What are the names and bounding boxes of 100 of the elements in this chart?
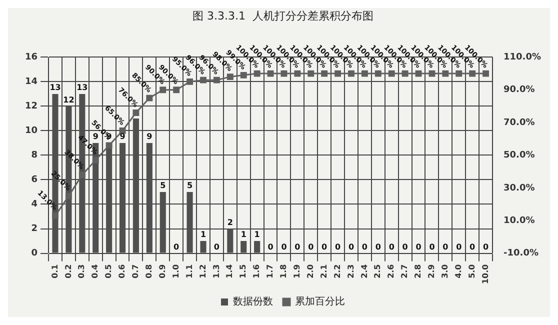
x-tick-label: 10.0 (480, 264, 490, 284)
point (348, 70, 354, 77)
y-tick-label: 6 (31, 175, 38, 186)
data-label: 0 (335, 242, 341, 252)
data-label: 0 (388, 242, 395, 252)
point (226, 74, 234, 80)
x-tick-label: 0.6 (118, 264, 127, 278)
point (308, 70, 314, 77)
x-tick-label: 2.9 (427, 264, 436, 278)
point (240, 72, 247, 78)
legend-label: 累加百分比 (295, 296, 345, 308)
point (334, 70, 342, 77)
data-label: 13 (50, 83, 61, 92)
point (482, 70, 490, 77)
x-tick-label: 1.6 (252, 264, 262, 278)
data-label: 0 (268, 242, 274, 252)
x-tick-label: 1.2 (198, 264, 208, 278)
point (146, 94, 153, 102)
point (213, 76, 220, 84)
point (106, 142, 112, 149)
y2-tick-label: -10.0% (504, 248, 538, 259)
x-tick-label: 2.8 (414, 264, 423, 278)
data-label: 0 (281, 242, 288, 252)
x-tick-label: 1.1 (184, 264, 194, 278)
y-tick-label: 12 (24, 102, 38, 112)
data-label: 0 (375, 242, 382, 252)
data-label: 0 (470, 242, 476, 252)
y2-tick-label: 50.0% (504, 150, 535, 161)
point (160, 86, 166, 94)
data-label: 0 (308, 242, 314, 252)
x-tick-label: 0.7 (131, 264, 140, 278)
x-tick-label: 2.7 (400, 264, 410, 278)
y-tick-label: 16 (24, 52, 38, 63)
data-label: 0 (456, 242, 462, 252)
y-tick-label: 10 (24, 126, 38, 136)
y2-tick-label: 30.0% (504, 183, 535, 194)
data-label: 9 (120, 132, 126, 142)
point (402, 70, 408, 77)
point (200, 76, 206, 84)
data-label: 0 (402, 242, 408, 252)
data-label: 0 (294, 242, 301, 252)
x-tick-label: 0.2 (64, 264, 73, 278)
y-tick-label: 8 (31, 150, 38, 161)
x-tick-label: 0.5 (104, 264, 114, 278)
point (254, 70, 260, 77)
x-tick-label: 2.3 (346, 264, 356, 278)
data-label: 5 (187, 181, 194, 190)
y2-tick-label: 90.0% (504, 85, 535, 96)
point (442, 70, 449, 77)
x-tick-label: 1.3 (212, 264, 221, 278)
y-tick-label: 2 (31, 224, 38, 234)
point (52, 212, 58, 219)
point (267, 70, 274, 77)
point (374, 70, 382, 77)
chart-title: 图 3.3.3.1 人机打分分差累积分布图 (192, 9, 374, 22)
data-label: 1 (200, 230, 206, 240)
data-label: 0 (483, 242, 489, 252)
y2-tick-label: 70.0% (504, 118, 535, 128)
x-tick-label: 2.1 (319, 264, 328, 278)
point (321, 70, 328, 77)
point (388, 70, 395, 77)
y2-tick-label: 110.0% (504, 52, 542, 63)
x-tick-label: 1.8 (279, 264, 288, 278)
y-tick-label: 14 (24, 77, 38, 88)
point (294, 70, 301, 77)
x-tick-label: 0.1 (50, 264, 60, 278)
x-tick-label: 2.5 (373, 264, 382, 278)
x-tick-label: 2.6 (386, 264, 396, 278)
x-tick-label: 0.3 (77, 264, 86, 278)
point (92, 156, 99, 164)
x-tick-label: 1.4 (225, 264, 234, 278)
x-tick-label: 2.0 (306, 264, 315, 278)
data-label: 0 (429, 242, 436, 252)
data-label: 0 (362, 242, 368, 252)
y-tick-label: 0 (31, 248, 38, 259)
x-tick-label: 4.0 (454, 264, 463, 278)
x-tick-label: 0.9 (158, 264, 167, 278)
y2-tick-label: 10.0% (504, 216, 535, 226)
data-label: 13 (76, 83, 88, 92)
point (361, 70, 368, 77)
point (132, 110, 140, 116)
point (469, 70, 476, 77)
data-label: 0 (174, 242, 180, 252)
data-label: 5 (160, 181, 166, 190)
x-tick-label: 1.0 (171, 264, 180, 278)
data-label: 2 (227, 218, 233, 227)
x-tick-label: 0.4 (90, 264, 100, 278)
x-tick-label: 2.2 (332, 264, 342, 278)
data-label: 0 (348, 242, 354, 252)
point (280, 70, 288, 77)
point (428, 70, 436, 77)
point (65, 192, 72, 200)
x-tick-label: 1.9 (292, 264, 302, 278)
y-tick-label: 4 (31, 200, 38, 210)
point (456, 70, 462, 77)
data-label: 0 (214, 242, 220, 252)
legend-label: 数据份数 (233, 296, 273, 308)
x-tick-label: 3.0 (440, 264, 450, 278)
data-label: 1 (254, 230, 260, 240)
point (173, 86, 180, 94)
